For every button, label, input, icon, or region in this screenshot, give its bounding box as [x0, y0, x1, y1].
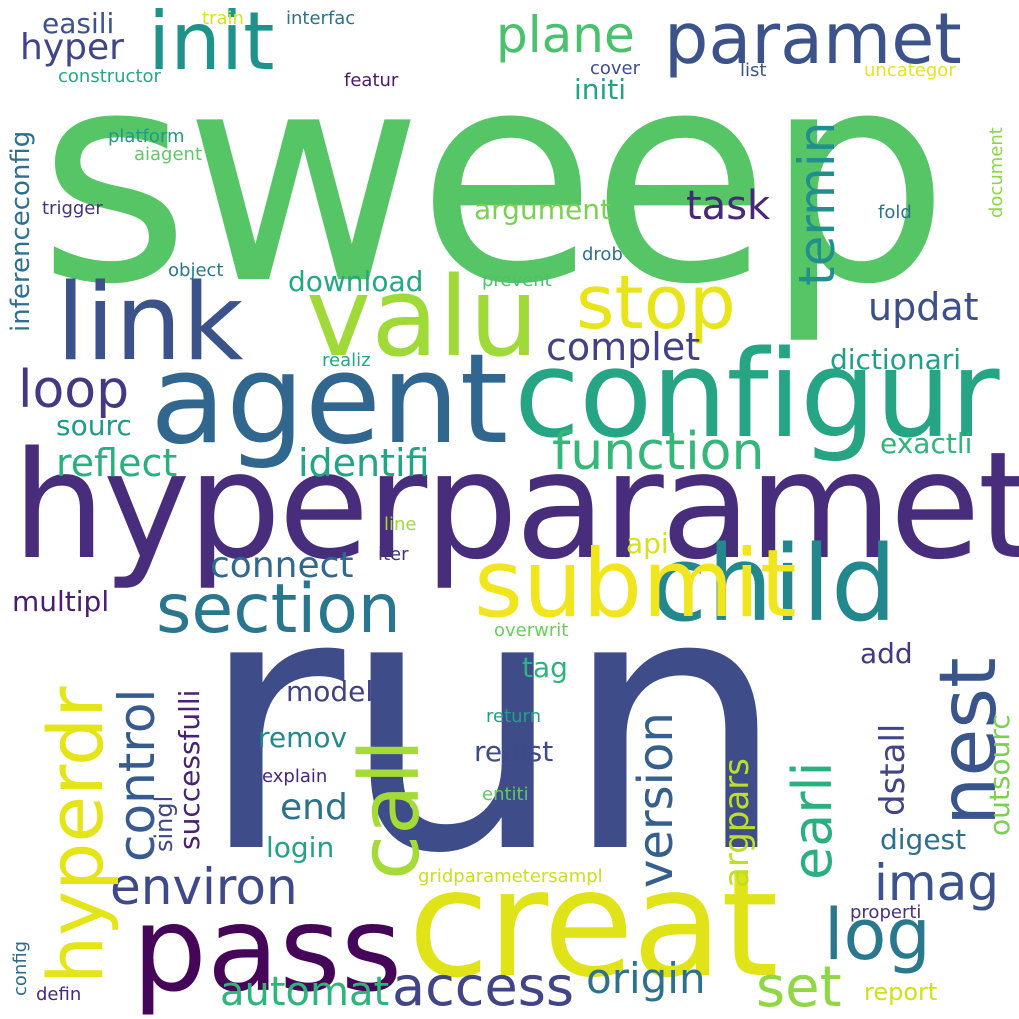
- word-agent: agent: [150, 328, 509, 472]
- word-end: end: [280, 787, 348, 828]
- word-hyperdr: init: [148, 0, 275, 88]
- word-pass: pass: [132, 880, 403, 1018]
- word-reflect: reflect: [56, 441, 178, 485]
- word-child: child: [650, 523, 897, 645]
- word-dictionari: dictionari: [830, 343, 962, 376]
- word-exactli: exactli: [880, 427, 973, 460]
- word-drob: drob: [582, 244, 623, 265]
- word-link: link: [56, 261, 244, 384]
- word-identifi: identifi: [298, 441, 430, 485]
- word-singl: singl: [150, 795, 178, 852]
- word-loop: loop: [18, 360, 130, 420]
- word-valu: valu: [306, 253, 539, 381]
- word-prevent: prevent: [482, 270, 552, 291]
- word-realiz: realiz: [322, 350, 371, 371]
- word-tag: tag: [522, 651, 568, 684]
- word-environ: environ: [110, 858, 298, 916]
- word-submit: hyperdr: [31, 686, 120, 984]
- word-creat: creat: [408, 838, 779, 1010]
- word-explain: explain: [262, 766, 328, 787]
- word-iter: iter: [378, 544, 409, 565]
- word-report: report: [864, 978, 938, 1006]
- word-stop: stop: [576, 260, 736, 346]
- word-access: access: [392, 955, 574, 1018]
- word-plane: plane: [496, 6, 635, 64]
- word-return: return: [486, 706, 542, 727]
- word-imag: imag: [874, 854, 999, 912]
- word-aiagent: aiagent: [134, 144, 203, 165]
- word-interfac: interfac: [286, 8, 356, 29]
- word-fold: fold: [878, 202, 912, 223]
- word-regist: regist: [474, 735, 554, 768]
- word-properti: properti: [850, 902, 922, 923]
- word-dstall: dstall: [873, 723, 913, 816]
- word-api: api: [626, 527, 669, 560]
- word-argpars: argpars: [717, 758, 757, 888]
- word-sourc: sourc: [56, 409, 132, 442]
- word-cover: cover: [590, 58, 641, 79]
- word-entiti: entiti: [482, 784, 529, 805]
- word-document: document: [986, 127, 1007, 218]
- word-list: list: [740, 60, 767, 81]
- word-uncategor: uncategor: [864, 60, 956, 81]
- word-hyperparamet: hyperparamet: [12, 420, 1019, 592]
- word-version: version: [628, 712, 684, 888]
- word-call: call: [343, 739, 438, 880]
- word-run: run: [198, 517, 788, 931]
- word-connect: connect: [210, 545, 354, 586]
- word-platform: platform: [108, 126, 185, 147]
- word-login: login: [266, 831, 335, 864]
- word-overwrit: overwrit: [494, 620, 569, 641]
- word-trigger: trigger: [42, 198, 103, 219]
- word-defin: defin: [36, 984, 82, 1005]
- word-add: add: [860, 637, 913, 670]
- word-init: submit: [474, 530, 797, 639]
- word-outsourc: outsourc: [983, 714, 1016, 836]
- word-digest: digest: [880, 823, 967, 856]
- word-hyper: hyper: [20, 27, 124, 68]
- word-gridparametersampl: gridparametersampl: [418, 866, 603, 887]
- word-featur: featur: [344, 70, 399, 91]
- word-sweep: sweep: [38, 8, 950, 348]
- word-remov: remov: [258, 721, 348, 754]
- word-config: config: [10, 940, 31, 996]
- word-section: section: [156, 570, 401, 649]
- word-complet: complet: [546, 325, 701, 369]
- word-automat: automat: [220, 969, 390, 1015]
- word-object: object: [168, 260, 224, 281]
- word-multipl: multipl: [12, 585, 110, 618]
- word-initi: initi: [574, 73, 627, 106]
- word-successfulli: successfulli: [173, 689, 206, 850]
- word-model: model: [286, 675, 374, 708]
- word-download: download: [288, 265, 424, 298]
- word-line: line: [384, 514, 417, 535]
- word-easili: easili: [42, 7, 115, 40]
- word-origin: origin: [586, 954, 706, 1003]
- word-termin: termin: [788, 121, 846, 286]
- word-argument: argument: [474, 193, 611, 226]
- word-log: log: [824, 894, 931, 976]
- word-constructor: constructor: [58, 66, 161, 87]
- word-set: set: [756, 955, 842, 1019]
- word-paramet: paramet: [664, 0, 962, 80]
- word-updat: updat: [868, 285, 979, 329]
- word-inferenceconfig: inferenceconfig: [6, 130, 36, 332]
- word-task: task: [686, 183, 771, 229]
- word-earli: earli: [781, 761, 844, 880]
- word-configur: configur: [514, 326, 1000, 465]
- word-train: train: [202, 8, 244, 29]
- word-function: function: [552, 422, 765, 482]
